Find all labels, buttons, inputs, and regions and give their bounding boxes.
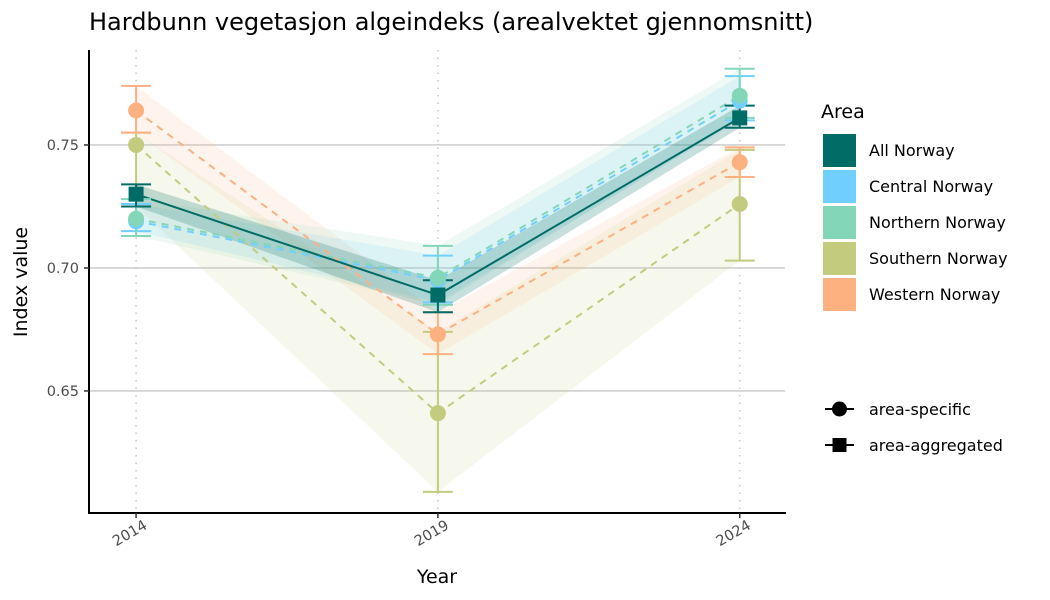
point-square-all-norway: [430, 287, 446, 303]
legend-label-central-norway: Central Norway: [869, 177, 993, 196]
data-points: [128, 87, 748, 422]
legend-label-northern-norway: Northern Norway: [869, 213, 1006, 232]
legend-key-northern-norway: [823, 206, 856, 239]
legend-key-western-norway: [823, 278, 856, 311]
point-circle-southern-norway: [429, 405, 446, 422]
point-circle-northern-norway: [128, 210, 145, 227]
point-square-all-norway: [732, 110, 748, 126]
legend-label-western-norway: Western Norway: [869, 285, 1000, 304]
y-tick-label: 0.65: [47, 384, 79, 400]
legend-shape-label: area-specific: [869, 400, 971, 419]
x-tick-label: 2024: [714, 518, 754, 550]
point-circle-southern-norway: [731, 196, 748, 213]
y-axis-ticks: 0.65 0.70 0.75: [47, 138, 89, 400]
x-tick-label: 2014: [110, 518, 150, 550]
legend-label-southern-norway: Southern Norway: [869, 249, 1008, 268]
point-circle-western-norway: [731, 154, 748, 171]
legend-key-southern-norway: [823, 242, 856, 275]
legend-color-keys: All Norway Central Norway Northern Norway S…: [823, 134, 1008, 311]
point-circle-southern-norway: [128, 136, 145, 153]
point-circle-western-norway: [429, 326, 446, 343]
point-circle-northern-norway: [429, 269, 446, 286]
legend-key-all-norway: [823, 134, 856, 167]
axes: [88, 50, 786, 514]
y-tick-label: 0.70: [47, 261, 79, 277]
chart-title: Hardbunn vegetasjon algeindeks (arealvek…: [89, 8, 813, 36]
legend-title: Area: [821, 101, 865, 123]
point-circle-northern-norway: [731, 87, 748, 104]
x-axis-title: Year: [416, 566, 457, 588]
legend: Area All Norway Central Norway Northern No…: [821, 101, 1008, 455]
ribbon-western-norway: [136, 85, 740, 355]
ribbon-northern-norway: [136, 68, 740, 305]
legend-circle-icon: [832, 401, 847, 417]
y-axis-title: Index value: [10, 227, 32, 337]
x-tick-label: 2019: [412, 518, 452, 550]
legend-shape-keys: area-specific area-aggregated: [825, 400, 1003, 455]
x-axis-ticks: 2014 2019 2024: [110, 513, 754, 550]
ribbon-central-norway: [136, 76, 740, 303]
legend-square-icon: [832, 438, 847, 452]
point-square-all-norway: [128, 186, 144, 202]
point-circle-western-norway: [128, 102, 145, 119]
legend-label-all-norway: All Norway: [869, 141, 955, 160]
legend-shape-label: area-aggregated: [869, 436, 1003, 455]
legend-key-central-norway: [823, 170, 856, 203]
y-tick-label: 0.75: [47, 138, 79, 154]
